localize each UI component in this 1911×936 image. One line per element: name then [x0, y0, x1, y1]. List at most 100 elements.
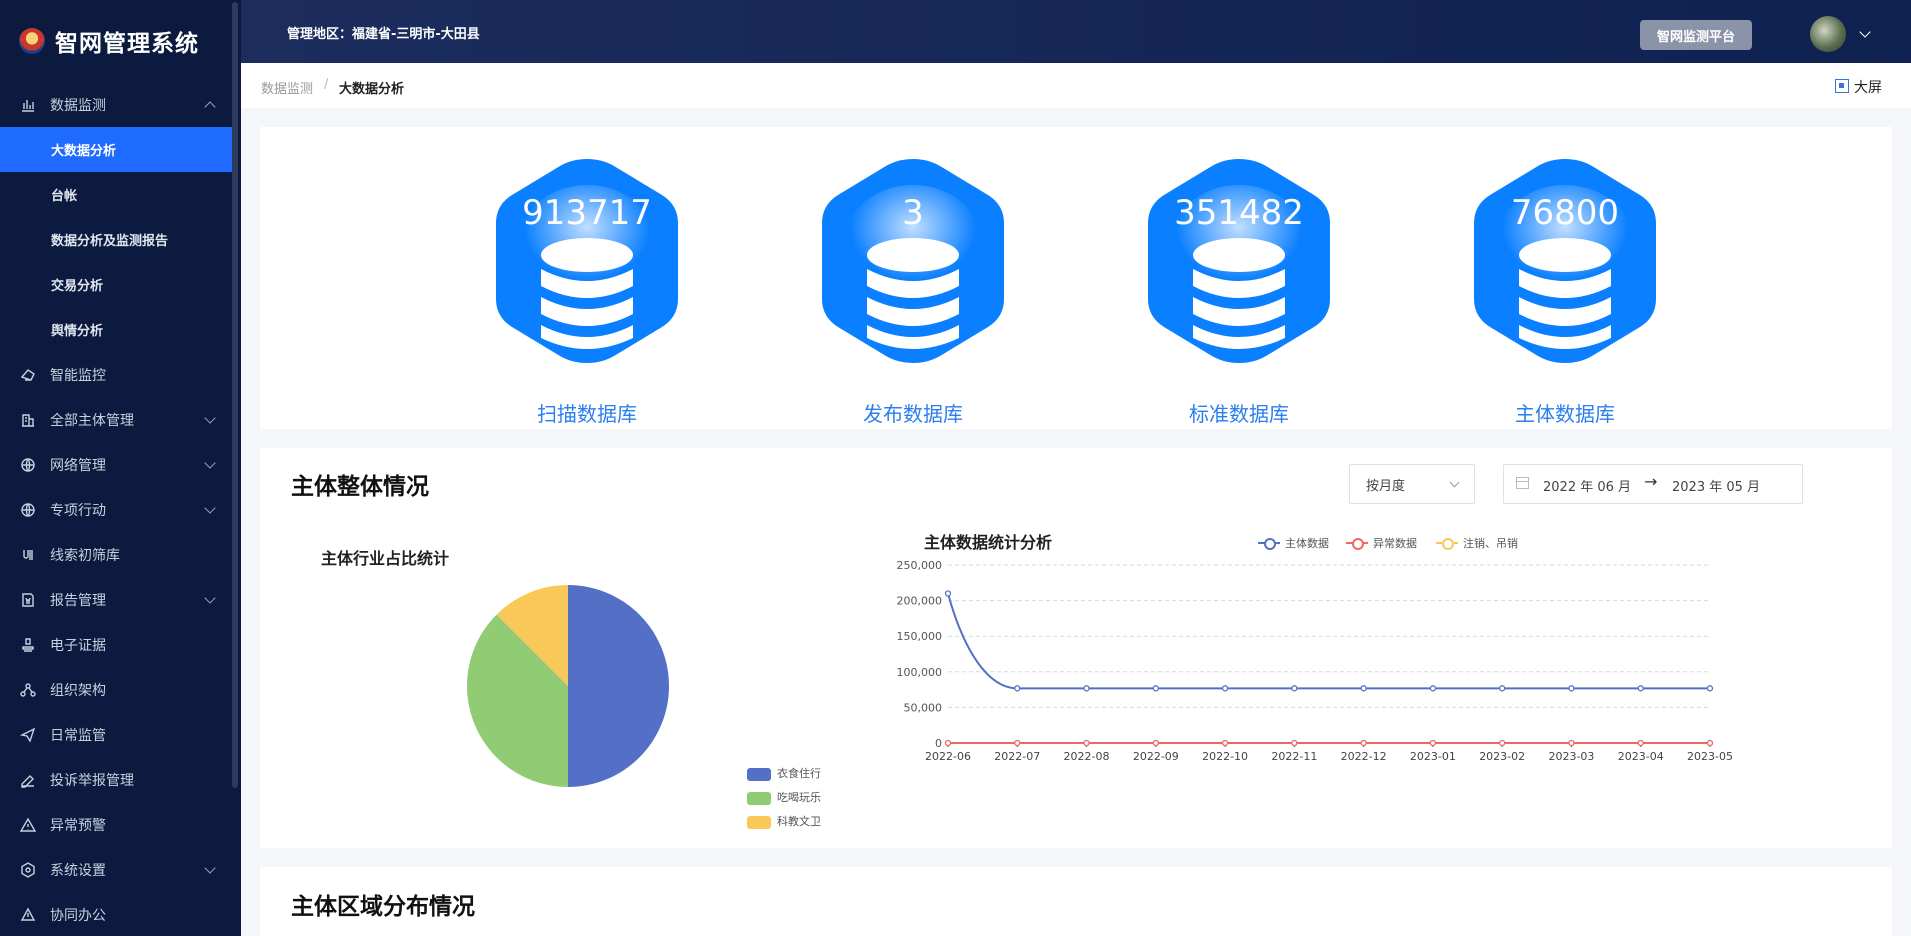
series-point-0: [1291, 685, 1298, 692]
globe-icon: [20, 502, 36, 518]
stat-publish-db[interactable]: 3 发布数据库: [818, 155, 1008, 426]
avatar[interactable]: [1810, 16, 1846, 52]
chevron-down-icon[interactable]: [1859, 26, 1871, 38]
stat-label[interactable]: 发布数据库: [863, 402, 963, 426]
series-point-0: [1014, 685, 1021, 692]
sidebar-subitem-2[interactable]: 数据分析及监测报告: [51, 234, 169, 249]
breadcrumb: 数据监测 / 大数据分析 大屏: [241, 63, 1911, 108]
series-point-1: [1221, 739, 1229, 747]
stat-scan-db[interactable]: 913717 扫描数据库: [492, 155, 682, 426]
breadcrumb-separator: /: [324, 77, 329, 92]
sidebar-item-0[interactable]: 数据监测: [0, 82, 236, 127]
line-legend-item[interactable]: 异常数据: [1346, 535, 1417, 551]
database-icon: [1474, 159, 1656, 363]
stat-label[interactable]: 扫描数据库: [537, 402, 637, 426]
line-legend-item[interactable]: 主体数据: [1258, 535, 1329, 551]
sidebar-item-label: 线索初筛库: [50, 547, 120, 564]
sidebar-item-11[interactable]: 异常预警: [0, 802, 236, 847]
breadcrumb-current: 大数据分析: [339, 82, 405, 97]
sidebar-item-13[interactable]: 协同办公: [0, 892, 236, 936]
platform-button[interactable]: 智网监测平台: [1640, 20, 1752, 50]
sidebar-subitem-0[interactable]: 大数据分析: [0, 127, 236, 172]
sidebar-item-1[interactable]: 智能监控: [0, 352, 236, 397]
sidebar-item-10[interactable]: 投诉举报管理: [0, 757, 236, 802]
legend-marker: [1346, 537, 1368, 550]
legend-label: 科教文卫: [777, 815, 821, 828]
region-title: 主体区域分布情况: [291, 894, 475, 920]
sidebar-subitem-4[interactable]: 舆情分析: [51, 324, 104, 339]
x-tick-label: 2023-05: [1687, 750, 1733, 763]
y-tick-label: 50,000: [904, 701, 943, 714]
x-tick-label: 2022-09: [1133, 750, 1179, 763]
date-start[interactable]: 2022 年 06 月: [1543, 480, 1632, 495]
legend-swatch: [747, 767, 771, 781]
sidebar-subitem-3[interactable]: 交易分析: [51, 279, 104, 294]
pie-legend-item[interactable]: 吃喝玩乐: [747, 789, 821, 805]
stat-label[interactable]: 主体数据库: [1515, 402, 1615, 426]
chevron-down-icon: [204, 457, 216, 469]
settings-icon: [20, 861, 36, 878]
x-tick-label: 2022-07: [994, 750, 1040, 763]
sidebar-item-3[interactable]: 网络管理: [0, 442, 236, 487]
date-end[interactable]: 2023 年 05 月: [1672, 480, 1761, 495]
chevron-down-icon: [204, 502, 216, 514]
y-tick-label: 150,000: [897, 630, 943, 643]
industry-pie-chart: [466, 585, 669, 787]
x-tick-label: 2023-02: [1479, 750, 1525, 763]
sidebar-item-12[interactable]: 系统设置: [0, 847, 236, 892]
sidebar-item-2[interactable]: 全部主体管理: [0, 397, 236, 442]
sidebar-item-label: 协同办公: [50, 907, 106, 924]
sidebar-item-4[interactable]: 专项行动: [0, 487, 236, 532]
sidebar-item-label: 系统设置: [50, 862, 106, 879]
pie-legend-item[interactable]: 科教文卫: [747, 813, 821, 829]
x-tick-label: 2022-10: [1202, 750, 1248, 763]
series-line-0: [947, 593, 1710, 690]
sidebar: 智网管理系统 数据监测大数据分析台帐数据分析及监测报告 交易分析舆情分析智能监控全…: [0, 0, 241, 936]
sidebar-scrollbar[interactable]: [232, 2, 238, 788]
pie-legend-item[interactable]: 衣食住行: [747, 765, 821, 781]
sidebar-item-label: 组织架构: [50, 682, 106, 699]
sidebar-subitem-1[interactable]: 台帐: [51, 189, 78, 204]
series-point-1: [1568, 739, 1575, 747]
pie-slice-2[interactable]: [496, 585, 568, 686]
stat-label[interactable]: 标准数据库: [1189, 402, 1289, 426]
database-icon: [1148, 159, 1330, 363]
sidebar-item-label: 投诉举报管理: [50, 772, 134, 789]
pie-slice-1[interactable]: [466, 614, 568, 787]
series-point-1: [1706, 739, 1714, 747]
sidebar-item-6[interactable]: 报告管理: [0, 577, 236, 622]
line-legend-item[interactable]: 注销、吊销: [1436, 535, 1518, 551]
series-point-1: [1429, 739, 1437, 747]
fullscreen-button[interactable]: 大屏: [1854, 80, 1882, 96]
period-select[interactable]: 按月度: [1349, 464, 1475, 504]
send-icon: [20, 727, 36, 743]
sidebar-item-9[interactable]: 日常监管: [0, 712, 236, 757]
sidebar-item-label: 异常预警: [50, 817, 106, 834]
stat-standard-db[interactable]: 351482 标准数据库: [1144, 155, 1334, 426]
stat-entity-db[interactable]: 76800 主体数据库: [1470, 155, 1660, 426]
legend-label: 主体数据: [1285, 537, 1329, 550]
sidebar-item-label: 数据监测: [50, 97, 106, 114]
chevron-down-icon: [204, 592, 216, 604]
breadcrumb-parent[interactable]: 数据监测: [261, 82, 314, 97]
date-range-picker[interactable]: 2022 年 06 月 → 2023 年 05 月: [1503, 464, 1803, 504]
stat-value: 76800: [1510, 193, 1620, 233]
series-point-0: [1360, 685, 1367, 692]
sidebar-item-5[interactable]: 线索初筛库: [0, 532, 236, 577]
collab-icon: [20, 907, 36, 923]
bar-chart-icon: [20, 97, 36, 113]
overview-card: 主体整体情况 按月度 2022 年 06 月 → 2023 年 05 月 主体行…: [260, 448, 1892, 848]
series-point-0: [944, 590, 952, 597]
period-select-value: 按月度: [1366, 479, 1406, 494]
sidebar-item-7[interactable]: 电子证据: [0, 622, 236, 667]
fullscreen-icon[interactable]: [1835, 79, 1849, 93]
sidebar-item-8[interactable]: 组织架构: [0, 667, 236, 712]
legend-marker: [1258, 537, 1280, 550]
x-tick-label: 2022-08: [1064, 750, 1110, 763]
top-header: 管理地区：福建省-三明市-大田县 智网监测平台: [241, 0, 1911, 63]
series-point-0: [1706, 685, 1714, 692]
line-chart-title: 主体数据统计分析: [924, 533, 1053, 552]
pie-slice-0[interactable]: [568, 585, 669, 787]
app-title: 智网管理系统: [55, 31, 199, 57]
x-tick-label: 2023-04: [1618, 750, 1664, 763]
